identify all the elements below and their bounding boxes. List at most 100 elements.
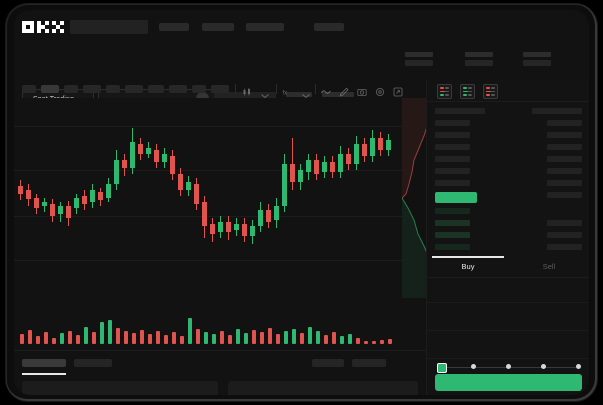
volume-bar <box>212 334 216 344</box>
orderbook-bid-row[interactable] <box>435 244 470 250</box>
candle-body <box>226 222 231 232</box>
candle-body <box>354 144 359 164</box>
candle-body <box>306 160 311 172</box>
volume-bar <box>132 333 136 344</box>
active-side-underline <box>432 256 504 258</box>
orderbook-ask-row[interactable] <box>435 180 470 186</box>
okx-logo[interactable] <box>22 21 64 33</box>
orderbook-ask-row[interactable] <box>547 132 582 138</box>
chevron-down-icon[interactable] <box>301 86 311 99</box>
orderbook-view-modes <box>437 84 498 99</box>
slider-handle[interactable] <box>437 363 447 373</box>
camera-snapshot-icon[interactable] <box>357 84 367 96</box>
tab-sell[interactable]: Sell <box>542 262 556 271</box>
app-screen: Spot Trading <box>14 10 589 395</box>
orderbook-ask-row[interactable] <box>547 180 582 186</box>
compare-line-icon[interactable] <box>321 84 331 94</box>
order-form-row-divider <box>427 358 589 359</box>
timeframe-5m[interactable] <box>41 85 59 93</box>
orderbook-ask-row[interactable] <box>435 168 470 174</box>
volume-bar <box>324 335 328 344</box>
price-chart[interactable] <box>14 98 426 298</box>
candle-body <box>234 224 239 230</box>
volume-bar <box>84 327 88 344</box>
candle-body <box>290 164 295 182</box>
volume-bar <box>116 328 120 344</box>
volume-bar <box>308 327 312 344</box>
timeframe-4h[interactable] <box>125 85 143 93</box>
timeframe-1m[interactable] <box>22 85 36 93</box>
volume-bar <box>372 341 376 344</box>
orderbook-mode-asks[interactable] <box>483 84 498 99</box>
volume-bar <box>340 336 344 344</box>
orderbook-mode-both[interactable] <box>437 84 452 99</box>
slider-stop-100[interactable] <box>576 364 581 369</box>
volume-bar <box>148 334 152 344</box>
market-pair-bar: Spot Trading <box>14 46 589 109</box>
nav-item-4[interactable] <box>314 23 344 31</box>
nav-item-3[interactable] <box>246 23 284 31</box>
timeframe-more[interactable] <box>211 85 229 93</box>
orderbook-bid-row[interactable] <box>547 244 582 250</box>
candle-body <box>322 162 327 172</box>
orderbook-ask-row[interactable] <box>547 168 582 174</box>
candle-body <box>378 138 383 150</box>
bottom-action-1[interactable] <box>312 359 344 367</box>
chart-gridline <box>14 170 426 171</box>
orderbook-bid-row[interactable] <box>435 208 470 214</box>
timeframe-1h[interactable] <box>106 85 120 93</box>
orderbook-bid-row[interactable] <box>547 220 582 226</box>
slider-stop-25[interactable] <box>471 364 476 369</box>
tab-buy[interactable]: Buy <box>461 262 475 271</box>
toolbar-divider <box>235 84 236 94</box>
timeframe-1w[interactable] <box>169 85 187 93</box>
amount-percent-slider[interactable] <box>437 362 582 373</box>
orderbook-mode-bids[interactable] <box>460 84 475 99</box>
submit-buy-button[interactable] <box>435 374 582 391</box>
tab-open-orders[interactable] <box>22 359 66 367</box>
orderbook-bid-row[interactable] <box>435 232 470 238</box>
volume-bar <box>76 335 80 344</box>
search-input[interactable] <box>70 20 148 34</box>
volume-bar <box>68 331 72 344</box>
orderbook-ask-row[interactable] <box>435 144 470 150</box>
volume-bar <box>140 330 144 344</box>
timeframe-1M[interactable] <box>192 85 206 93</box>
orderbook-bid-row[interactable] <box>435 220 470 226</box>
orderbook-ask-row[interactable] <box>547 144 582 150</box>
timeframe-15m[interactable] <box>64 85 78 93</box>
candle-body <box>130 142 135 168</box>
timeframe-30m[interactable] <box>83 85 101 93</box>
candle-body <box>82 196 87 204</box>
orderbook-ask-row[interactable] <box>547 156 582 162</box>
tab-order-history[interactable] <box>74 359 112 367</box>
slider-stop-50[interactable] <box>506 364 511 369</box>
settings-gear-icon[interactable] <box>375 84 385 96</box>
bottom-action-2[interactable] <box>352 359 386 367</box>
volume-bar <box>204 332 208 344</box>
volume-bar <box>348 334 352 344</box>
slider-stop-75[interactable] <box>541 364 546 369</box>
candle-body <box>210 224 215 234</box>
candle-body <box>74 198 79 208</box>
chevron-down-icon[interactable] <box>260 86 270 99</box>
orderbook-spread-size <box>547 192 582 198</box>
volume-bar <box>164 335 168 344</box>
bottom-content-right <box>228 381 418 395</box>
nav-item-2[interactable] <box>202 23 234 31</box>
candlestick-type-icon[interactable] <box>242 84 252 96</box>
indicators-icon[interactable]: fx <box>282 84 292 97</box>
orderbook-ask-row[interactable] <box>547 120 582 126</box>
drawing-pencil-icon[interactable] <box>339 84 349 97</box>
orderbook-ask-row[interactable] <box>435 156 470 162</box>
orderbook-bid-row[interactable] <box>547 232 582 238</box>
orderbook-ask-row[interactable] <box>435 132 470 138</box>
orderbook-ask-row[interactable] <box>435 120 470 126</box>
volume-bar <box>292 329 296 344</box>
nav-item-1[interactable] <box>159 23 189 31</box>
fullscreen-icon[interactable] <box>393 84 403 97</box>
candle-body <box>90 190 95 202</box>
volume-bar <box>180 336 184 344</box>
timeframe-1d[interactable] <box>148 85 164 93</box>
volume-bar <box>388 339 392 344</box>
